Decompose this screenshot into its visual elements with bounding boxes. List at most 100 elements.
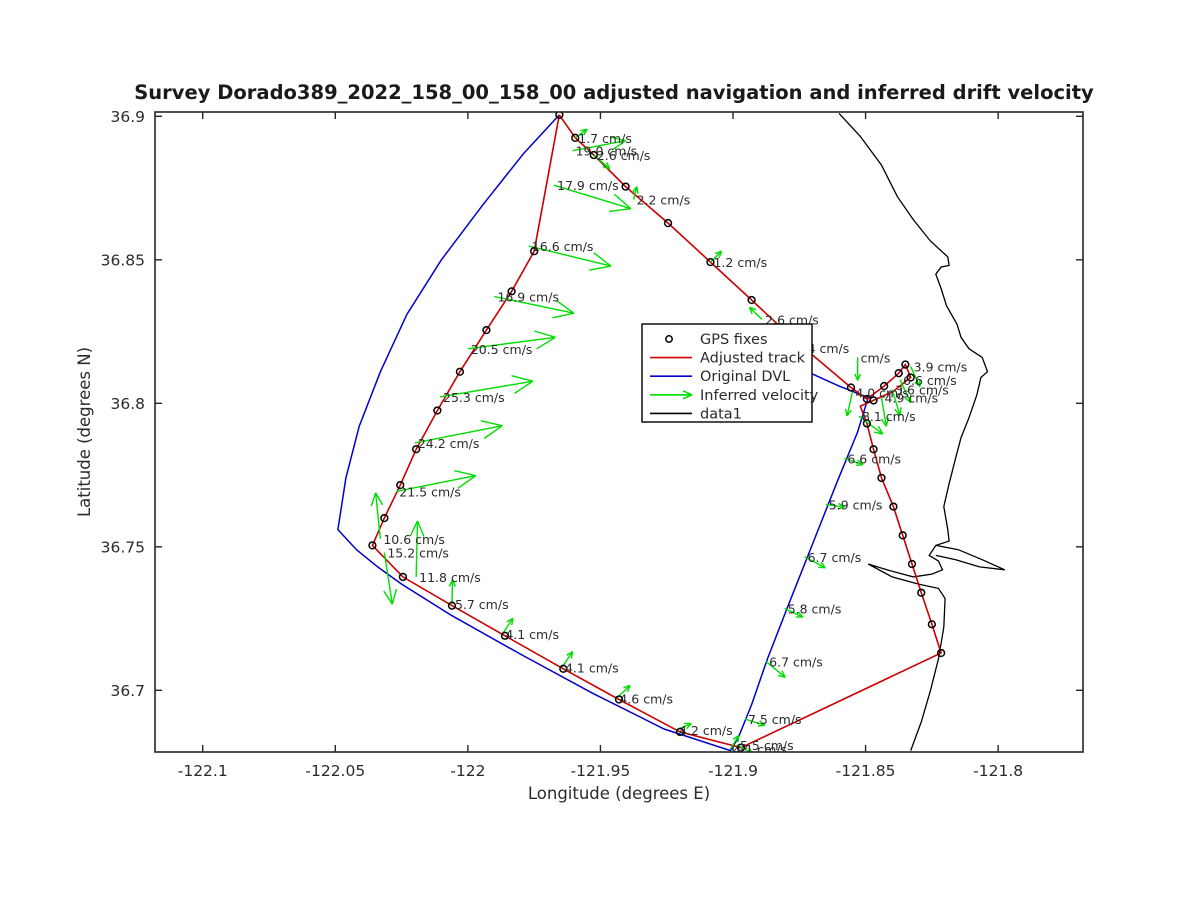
gps-fix-marker [433, 406, 442, 415]
gps-fix-marker [907, 559, 917, 569]
gps-fix-marker [500, 631, 510, 640]
velocity-arrow [825, 502, 845, 510]
legend-label: Inferred velocity [700, 388, 819, 404]
velocity-label: 11.8 cm/s [419, 570, 481, 585]
velocity-arrow [528, 245, 612, 271]
velocity-label: 4.6 cm/s [619, 691, 673, 706]
gps-fix-marker [482, 325, 491, 335]
velocity-arrow [414, 420, 503, 444]
velocity-arrow [910, 366, 921, 388]
gps-fix-marker [663, 218, 673, 228]
gps-fix-marker [559, 664, 568, 673]
inferred-velocity-series [370, 128, 921, 752]
velocity-label: 6.6 cm/s [847, 451, 901, 466]
gps-fix-marker [368, 541, 377, 550]
velocity-label: 24.2 cm/s [418, 436, 480, 451]
velocity-arrow [709, 250, 723, 263]
x-tick-label: -121.95 [571, 762, 631, 780]
velocity-label: 3.9 cm/s [914, 360, 968, 375]
velocity-label: 5.5 cm/s [740, 738, 794, 753]
y-tick-label: 36.85 [101, 251, 145, 269]
legend-box [641, 323, 813, 423]
legend-label: data1 [700, 406, 742, 422]
gps-fix-marker [869, 445, 878, 454]
velocity-arrow [744, 718, 766, 727]
velocity-arrow [844, 392, 854, 417]
velocity-arrow [844, 457, 864, 467]
gps-fix-marker [455, 367, 465, 376]
legend-item-original-dvl[interactable]: Original DVL [650, 369, 790, 385]
velocity-arrow [880, 397, 890, 427]
dvl-path [337, 114, 870, 752]
gps-fix-marker [675, 727, 685, 737]
y-tick-label: 36.9 [110, 108, 145, 126]
y-tick-label: 36.75 [101, 538, 145, 556]
gps-fix-marker [706, 257, 715, 267]
y-axis-label: Latitude (degrees N) [75, 347, 94, 517]
x-axis-label: Longitude (degrees E) [528, 784, 710, 803]
gps-fix-marker [927, 620, 937, 629]
gps-fix-marker [530, 247, 539, 256]
arrow-head-icon [682, 390, 693, 396]
velocity-label: 10.6 cm/s [383, 532, 445, 547]
plot-area: 1.7 cm/s19.0 cm/s2.6 cm/s 17.9 cm/s 2.2 cm… [337, 112, 1006, 757]
gps-fix-marker [846, 383, 856, 392]
velocity-label: 2.6 cm/s [597, 148, 651, 163]
velocity-label: 8.1 cm/s [862, 409, 916, 424]
velocity-arrow [891, 389, 902, 416]
velocity-arrow [494, 295, 575, 319]
velocity-label: 25.3 cm/s [443, 390, 505, 405]
gps-fix-marker [889, 502, 898, 511]
velocity-label: 2.2 cm/s [637, 193, 691, 208]
velocity-label: 15.2 cm/s [387, 546, 449, 561]
gps-fix-marker [862, 419, 872, 428]
velocity-label: 19.0 cm/s [576, 144, 638, 159]
legend-item-data1[interactable]: data1 [650, 406, 742, 422]
velocity-arrow [729, 734, 740, 750]
velocity-arrow [383, 552, 398, 605]
legend-item-adjusted-track[interactable]: Adjusted track [650, 351, 806, 367]
velocity-arrow [448, 579, 456, 605]
velocity-arrow [899, 379, 912, 404]
gps-fix-marker [894, 369, 903, 378]
gps-fix-icon [665, 335, 673, 343]
velocity-label: cm/s [861, 350, 891, 365]
x-tick-label: -122 [450, 762, 485, 780]
x-tick-label: -122.05 [305, 762, 365, 780]
legend-item-gps-fixes[interactable]: GPS fixes [665, 332, 768, 348]
velocity-arrow [501, 617, 514, 635]
gps-fix-marker [614, 695, 624, 704]
velocity-label: 5.8 cm/s [788, 602, 842, 617]
gps-fix-marker [447, 601, 457, 610]
velocity-label: 4.9 cm/s [884, 391, 938, 406]
velocity-label: 6.7 cm/s [769, 655, 823, 670]
gps-fix-marker [877, 473, 886, 483]
velocity-arrow [858, 415, 884, 435]
gps-fix-marker [571, 133, 580, 142]
x-tick-label: -121.9 [708, 762, 758, 780]
gps-fix-marker [396, 480, 405, 490]
velocity-label: 5.7 cm/s [455, 597, 509, 612]
gps-fix-marker [398, 572, 408, 582]
legend[interactable]: GPS fixes Adjusted track Original DVL Infer… [641, 323, 819, 423]
velocity-label: 7.5 cm/s [748, 712, 802, 727]
x-tick-label: -121.8 [973, 762, 1023, 780]
original-dvl-series [337, 114, 870, 752]
y-tick-label: 36.7 [110, 682, 145, 700]
page-title: Survey Dorado389_2022_158_00_158_00 adju… [134, 81, 1094, 104]
velocity-arrow [748, 306, 763, 321]
gps-fix-marker [589, 150, 598, 160]
velocity-label: 3.6 cm/s [895, 383, 949, 398]
gps-fix-marker [380, 513, 389, 523]
velocity-arrow [854, 357, 862, 381]
gps-fix-marker [412, 445, 421, 454]
plot-border [154, 111, 1084, 753]
gps-fix-marker [898, 531, 907, 540]
legend-item-inferred-velocity[interactable]: Inferred velocity [650, 388, 819, 404]
velocity-label: 4.1 cm/s [733, 742, 787, 757]
coastline-inlet [935, 544, 1006, 571]
gps-fix-marker [917, 588, 926, 597]
velocity-arrow [439, 375, 534, 398]
